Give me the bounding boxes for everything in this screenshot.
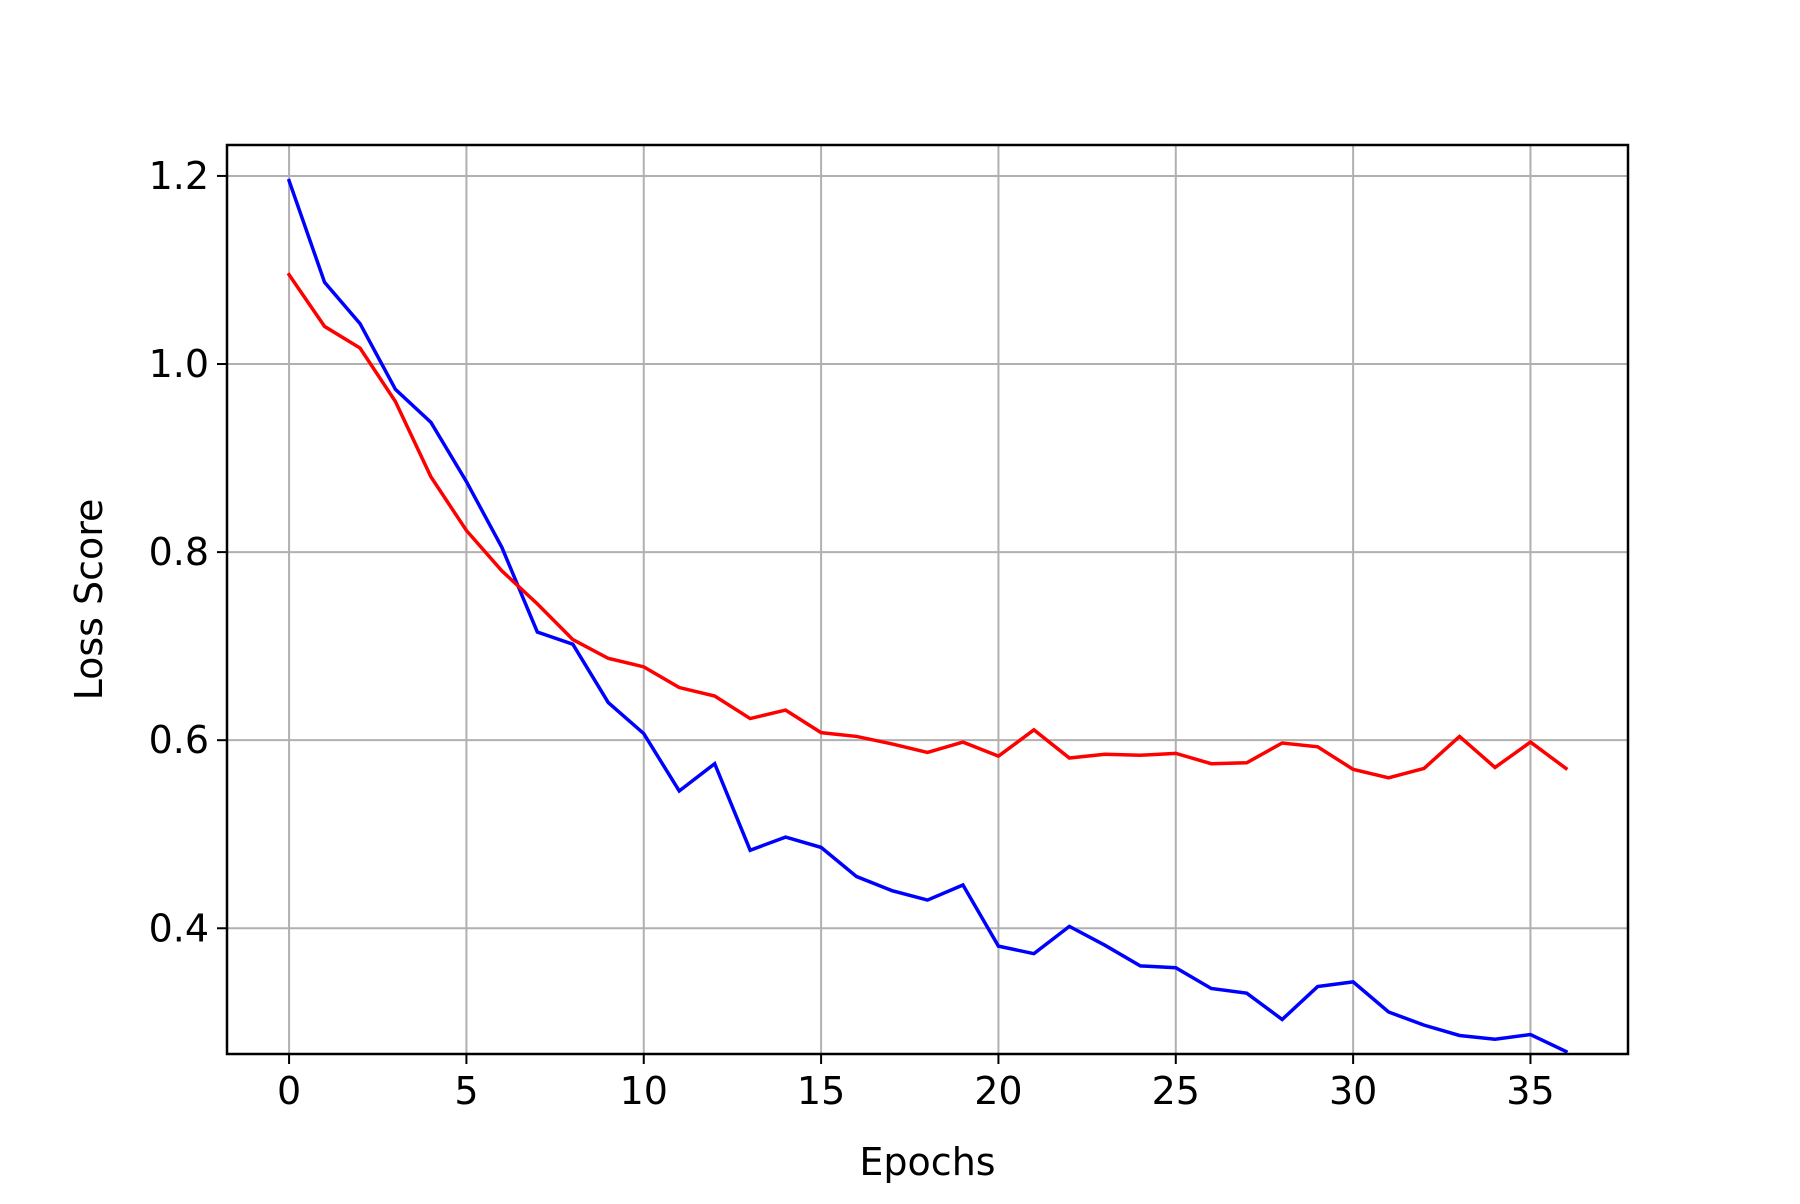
series-line-2 [286,272,1569,780]
x-tick-label: 15 [797,1069,845,1113]
x-tick-label: 20 [974,1069,1022,1113]
x-tick-label: 35 [1506,1069,1554,1113]
y-axis-label: Loss Score [67,499,111,701]
x-tick-label: 0 [277,1069,301,1113]
x-axis-label: Epochs [859,1140,995,1184]
y-tick-label: 0.8 [149,530,209,574]
y-tick-label: 1.2 [149,154,209,198]
plot-frame [225,143,1630,1056]
series-line-1 [286,178,1569,1054]
y-tick-label: 0.6 [149,718,209,762]
x-tick-label: 5 [454,1069,478,1113]
x-tick-label: 25 [1152,1069,1200,1113]
x-tick-label: 10 [620,1069,668,1113]
grid [227,145,1628,1054]
axis-ticks: 0 5 10 15 20 25 30 35 0.4 0.6 0.8 1.0 1.2 [149,154,1555,1113]
series-lines [286,178,1569,1054]
y-tick-label: 0.4 [149,906,209,950]
x-tick-label: 30 [1329,1069,1377,1113]
y-tick-label: 1.0 [149,342,209,386]
